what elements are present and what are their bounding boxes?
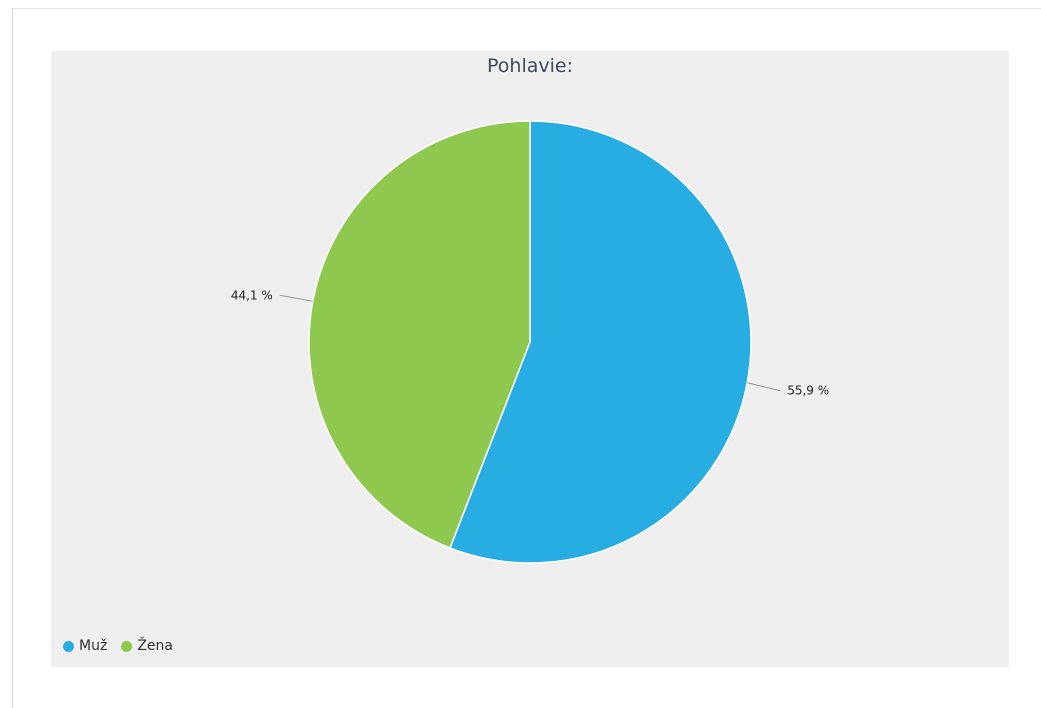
legend-marker-icon: [63, 640, 74, 652]
legend-item-0[interactable]: Muž: [63, 638, 107, 654]
pie-slice-0[interactable]: [448, 120, 752, 564]
legend-label: Muž: [79, 638, 108, 654]
legend-marker-icon: [121, 640, 133, 652]
window-frame: [12, 8, 1041, 708]
chart-panel: Pohlavie: 55,9 % 44,1 % Muž Žena: [51, 51, 1009, 667]
chart-legend: Muž Žena: [63, 638, 187, 654]
data-label-1: 44,1 %: [231, 288, 273, 302]
legend-item-1[interactable]: Žena: [121, 638, 173, 654]
label-connector-0: [747, 382, 781, 392]
pie-chart: 55,9 % 44,1 %: [231, 120, 829, 564]
label-connector-1: [279, 294, 313, 302]
data-label-0: 55,9 %: [787, 384, 829, 398]
legend-label: Žena: [137, 638, 173, 654]
chart-title: Pohlavie:: [487, 55, 573, 77]
